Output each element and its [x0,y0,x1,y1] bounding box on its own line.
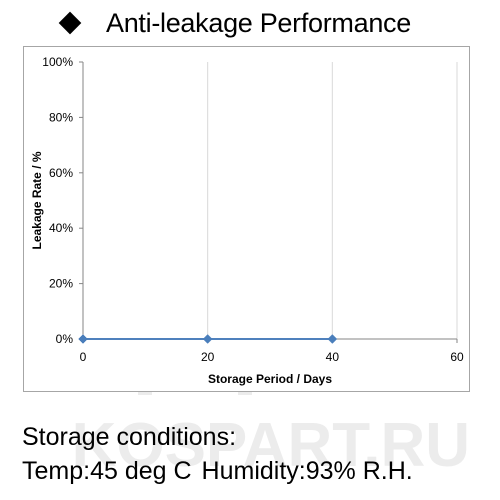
y-tick-label: 60% [49,166,73,180]
temp-value: Temp:45 deg C [22,457,192,485]
x-tick-label: 60 [450,350,464,364]
y-tick-label: 0% [56,332,74,346]
conditions-heading: Storage conditions: [22,423,237,451]
data-point [327,334,338,344]
x-tick-label: 0 [80,350,87,364]
y-tick-label: 40% [49,221,73,235]
x-tick-label: 40 [326,350,340,364]
chart-title-row: Anti-leakage Performance [56,6,411,40]
y-tick-label: 100% [42,55,73,69]
y-axis-label: Leakage Rate / % [30,151,44,249]
diamond-bullet-icon [58,11,82,35]
humidity-value: Humidity:93% R.H. [201,457,413,485]
leakage-chart: 0% 20% 40% 60% 80% 100% 0 20 40 60 Storage Period … [30,55,464,386]
x-tick-label: 20 [201,350,215,364]
storage-conditions: Storage conditions: Temp:45 deg C Humidit… [22,420,413,488]
data-point [78,334,88,344]
page-title: Anti-leakage Performance [106,7,411,38]
data-point [202,334,213,344]
chart-frame: 0% 20% 40% 60% 80% 100% 0 20 40 60 Storage Period … [23,46,470,392]
x-axis-label: Storage Period / Days [208,372,332,386]
conditions-values: Temp:45 deg C Humidity:93% R.H. [22,454,413,488]
y-tick-label: 20% [49,277,73,291]
y-tick-label: 80% [49,110,73,124]
